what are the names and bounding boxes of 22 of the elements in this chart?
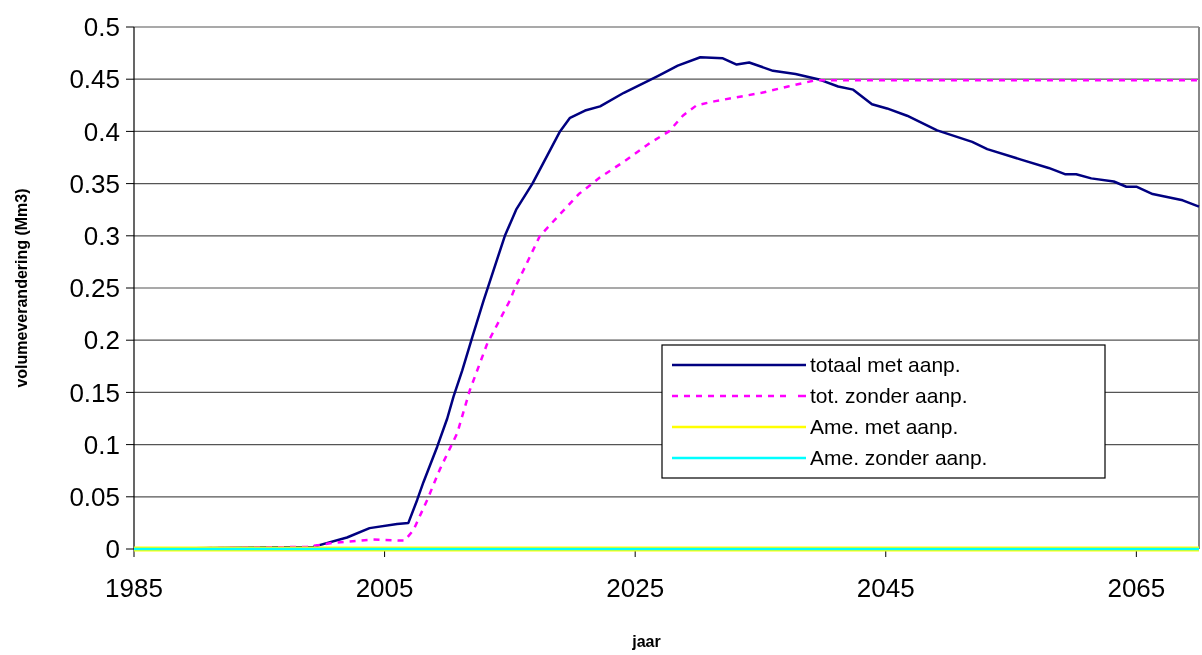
legend-label: Ame. met aanp. (810, 415, 959, 439)
y-tick-label: 0.2 (83, 325, 120, 356)
y-axis-title: volumeverandering (Mm3) (13, 188, 30, 388)
x-axis-title: jaar (631, 633, 661, 650)
y-tick-label: 0.35 (69, 168, 120, 199)
x-tick-label: 2045 (856, 573, 915, 603)
y-tick-label: 0 (105, 534, 120, 565)
y-tick-label: 0.5 (83, 12, 120, 43)
legend-label: tot. zonder aanp. (810, 384, 968, 408)
y-tick-label: 0.1 (83, 429, 120, 460)
x-tick-label: 2005 (355, 573, 414, 603)
y-tick-label: 0.3 (83, 220, 120, 251)
legend-label: totaal met aanp. (810, 353, 961, 377)
legend-label: Ame. zonder aanp. (810, 446, 988, 470)
x-tick-label: 1985 (105, 573, 163, 603)
y-tick-label: 0.25 (69, 273, 120, 304)
y-tick-label: 0.45 (69, 64, 120, 95)
x-tick-label: 2025 (606, 573, 665, 603)
y-tick-label: 0.4 (83, 116, 120, 147)
y-tick-label: 0.05 (69, 481, 120, 512)
x-tick-label: 2065 (1107, 573, 1166, 603)
y-tick-label: 0.15 (69, 377, 120, 408)
